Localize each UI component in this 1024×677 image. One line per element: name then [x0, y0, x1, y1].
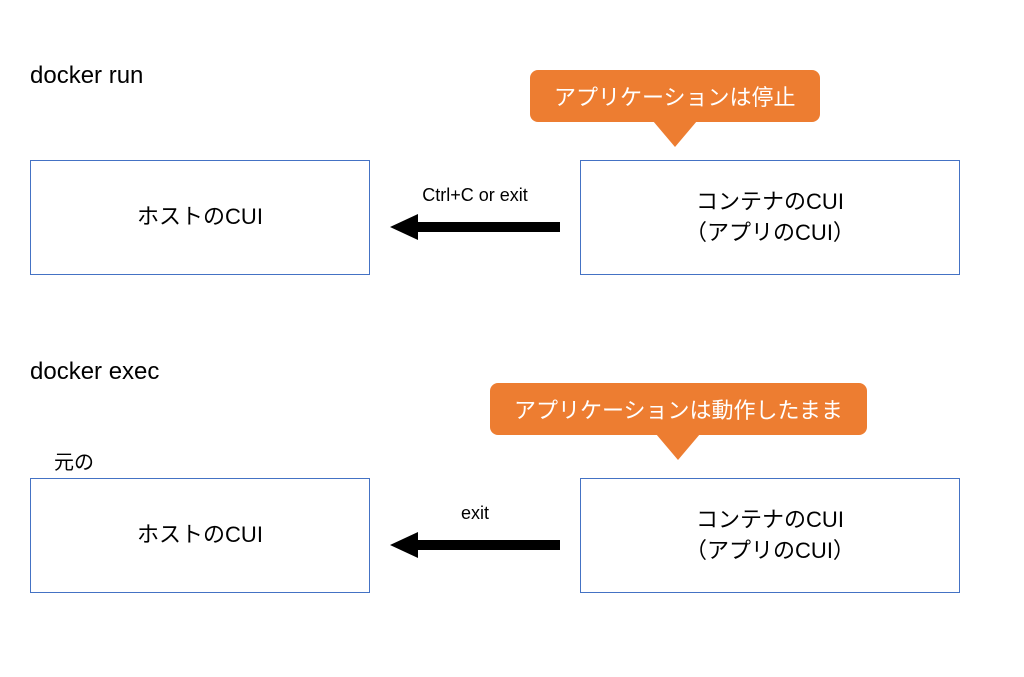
section-label-run: docker run [30, 62, 143, 90]
container-cui-box-1: コンテナのCUI （アプリのCUI） [580, 160, 960, 275]
left-arrow-icon-2 [390, 530, 560, 560]
callout-arrow-icon-2 [656, 434, 700, 460]
section-docker-run: docker run ホストのCUI コンテナのCUI （アプリのCUI） アプ… [0, 0, 1024, 338]
left-arrow-icon [390, 212, 560, 242]
container-cui-line2-1: （アプリのCUI） [685, 218, 855, 249]
host-cui-text-2: ホストのCUI [137, 520, 263, 551]
host-cui-text-1: ホストのCUI [137, 202, 263, 233]
callout-stop-text: アプリケーションは停止 [530, 70, 820, 122]
container-cui-line2-2: （アプリのCUI） [685, 536, 855, 567]
arrow-label-exec: exit [461, 503, 489, 524]
callout-running: アプリケーションは動作したまま [490, 383, 867, 460]
section-label-exec: docker exec [30, 358, 159, 386]
callout-arrow-icon [653, 121, 697, 147]
callout-running-text: アプリケーションは動作したまま [490, 383, 867, 435]
container-cui-box-2: コンテナのCUI （アプリのCUI） [580, 478, 960, 593]
container-cui-line1-2: コンテナのCUI [696, 505, 844, 536]
host-cui-box-1: ホストのCUI [30, 160, 370, 275]
arrow-label-run: Ctrl+C or exit [422, 185, 528, 206]
callout-stop: アプリケーションは停止 [530, 70, 820, 147]
arrow-exec: exit [390, 503, 560, 560]
arrow-run: Ctrl+C or exit [390, 185, 560, 242]
section-docker-exec: docker exec 元の ホストのCUI コンテナのCUI （アプリのCUI… [0, 338, 1024, 676]
container-cui-line1-1: コンテナのCUI [696, 187, 844, 218]
host-cui-box-2: ホストのCUI [30, 478, 370, 593]
back-label: 元の [54, 446, 94, 475]
